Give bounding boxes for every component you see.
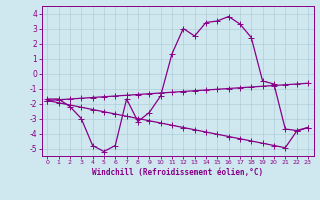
X-axis label: Windchill (Refroidissement éolien,°C): Windchill (Refroidissement éolien,°C)	[92, 168, 263, 177]
